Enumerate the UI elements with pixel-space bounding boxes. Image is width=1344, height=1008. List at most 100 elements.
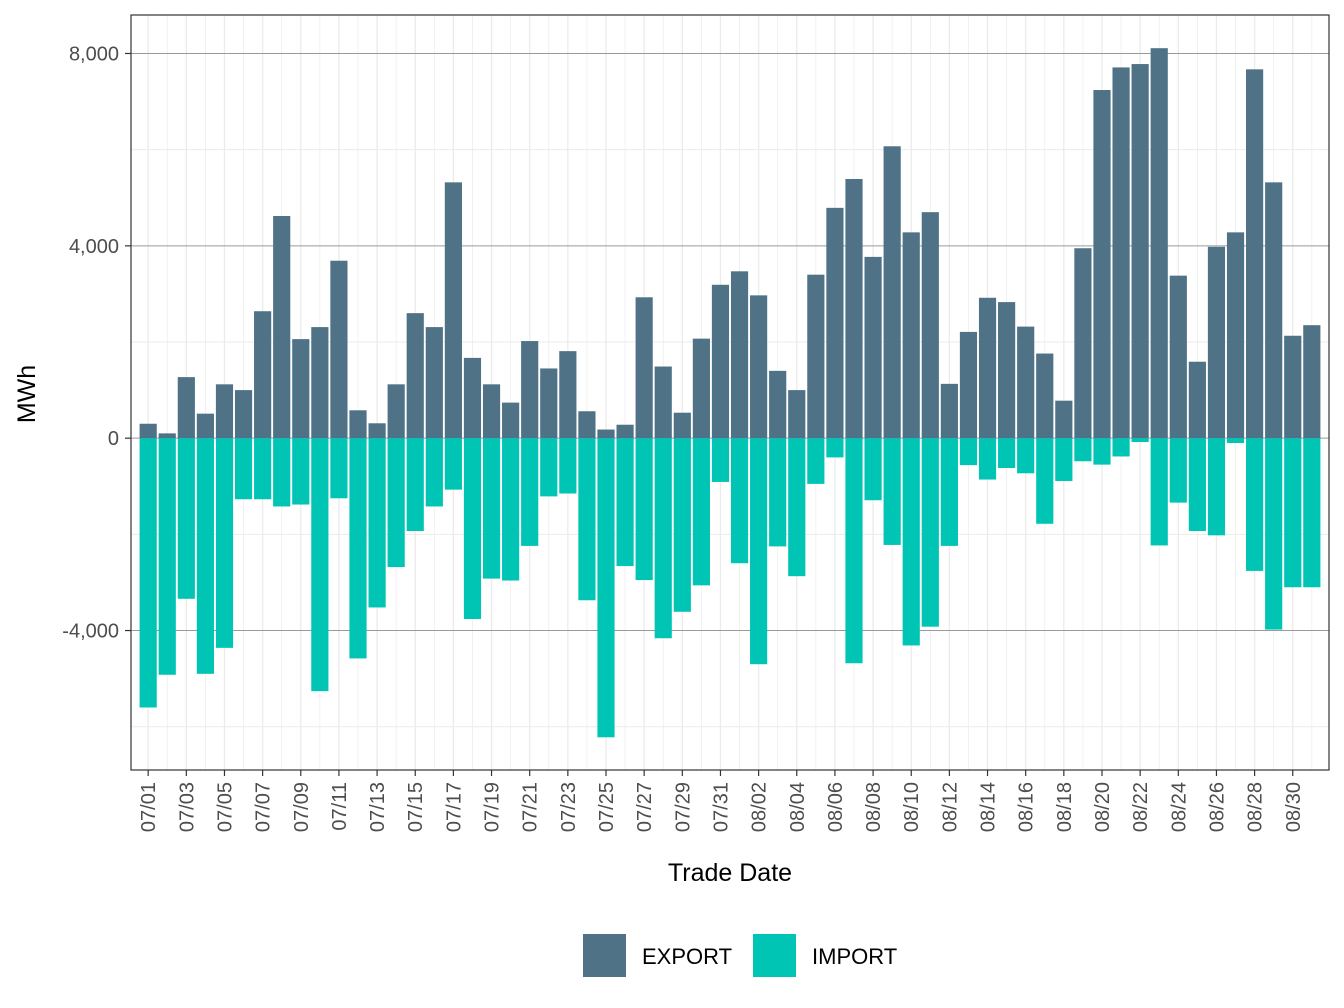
x-axis: 07/01 07/03 07/05 07/07 07/09 07/11 07/13 07/15… <box>138 770 1305 832</box>
bar-export-07-30 <box>692 338 710 439</box>
legend: EXPORT IMPORT <box>583 934 897 977</box>
bar-import-08-18 <box>1055 438 1073 481</box>
bar-export-07-19 <box>482 384 501 439</box>
legend-swatch-export <box>583 934 626 977</box>
bar-import-08-16 <box>1017 438 1035 474</box>
bar-export-08-29 <box>1265 182 1283 439</box>
bar-import-08-08 <box>864 438 882 501</box>
bar-import-08-03 <box>769 438 787 547</box>
bar-import-07-01 <box>139 438 157 708</box>
bar-export-08-20 <box>1093 90 1111 439</box>
x-tick-label: 08/26 <box>1206 782 1228 832</box>
bar-export-07-16 <box>425 327 443 439</box>
bar-import-08-31 <box>1303 438 1321 588</box>
bar-export-07-14 <box>387 384 405 439</box>
bar-export-08-17 <box>1036 353 1054 439</box>
bar-import-07-22 <box>540 438 558 497</box>
bar-import-08-04 <box>788 438 806 577</box>
bar-export-08-14 <box>978 297 997 439</box>
bar-import-07-23 <box>559 438 577 494</box>
bar-export-07-29 <box>673 412 691 439</box>
bar-import-08-09 <box>883 438 901 545</box>
bar-export-08-30 <box>1284 335 1302 439</box>
bar-export-08-02 <box>750 295 768 439</box>
bar-export-07-11 <box>330 260 348 439</box>
bar-export-07-10 <box>311 327 329 439</box>
bar-import-07-21 <box>521 438 539 546</box>
bar-export-07-23 <box>559 351 577 439</box>
bar-export-07-26 <box>616 424 634 439</box>
bar-export-07-04 <box>196 413 214 439</box>
bar-import-08-22 <box>1131 438 1149 443</box>
x-tick-label: 08/30 <box>1283 782 1305 832</box>
bar-export-07-21 <box>521 341 539 439</box>
bar-import-07-26 <box>616 438 634 567</box>
bar-import-07-11 <box>330 438 348 499</box>
y-axis: -4,000 0 4,000 8,000 <box>62 43 131 643</box>
bar-export-08-06 <box>826 207 844 439</box>
bar-import-07-29 <box>673 438 691 612</box>
bar-export-08-09 <box>883 146 901 439</box>
bar-import-07-02 <box>158 438 176 675</box>
bar-import-08-05 <box>807 438 825 484</box>
x-tick-label: 08/22 <box>1130 782 1152 832</box>
bar-export-07-09 <box>292 339 310 439</box>
y-tick-label: 0 <box>108 428 119 450</box>
bar-import-07-18 <box>463 438 482 619</box>
x-tick-label: 08/12 <box>939 782 961 832</box>
bar-import-07-20 <box>502 438 520 581</box>
bar-export-08-22 <box>1131 64 1149 439</box>
bar-import-08-26 <box>1207 438 1226 536</box>
x-tick-label: 07/11 <box>329 782 351 831</box>
bar-import-07-25 <box>597 438 615 738</box>
bar-export-08-23 <box>1150 48 1168 439</box>
x-tick-label: 07/07 <box>253 782 275 832</box>
bar-export-08-12 <box>940 383 958 439</box>
bar-export-08-15 <box>998 302 1016 439</box>
bar-import-07-12 <box>349 438 367 659</box>
bar-import-08-01 <box>730 438 749 564</box>
bar-import-07-05 <box>215 438 234 648</box>
bar-export-08-13 <box>959 331 978 439</box>
x-tick-label: 07/13 <box>367 782 389 832</box>
bar-export-07-08 <box>273 216 291 439</box>
bar-export-08-24 <box>1169 275 1187 439</box>
bar-export-07-13 <box>368 423 386 439</box>
legend-label-export: EXPORT <box>642 944 732 969</box>
plot-border <box>130 14 1330 771</box>
bar-import-08-19 <box>1074 438 1092 462</box>
plot-panel <box>131 15 1329 770</box>
y-tick-label: 4,000 <box>69 236 119 258</box>
bar-import-07-16 <box>425 438 443 507</box>
bar-import-08-12 <box>940 438 958 546</box>
bar-import-08-24 <box>1169 438 1187 503</box>
bar-export-07-25 <box>597 429 615 439</box>
bar-export-07-06 <box>234 390 253 439</box>
bar-export-08-28 <box>1246 69 1264 439</box>
bar-import-08-20 <box>1093 438 1111 465</box>
bar-import-07-30 <box>692 438 710 586</box>
bar-export-08-07 <box>845 178 863 439</box>
x-tick-label: 08/10 <box>901 782 923 832</box>
bar-export-08-05 <box>807 274 825 439</box>
bar-export-07-03 <box>177 377 195 439</box>
x-tick-label: 07/01 <box>138 782 160 832</box>
bar-import-07-07 <box>254 438 272 500</box>
x-tick-label: 07/27 <box>634 782 656 832</box>
bar-export-07-12 <box>349 410 367 439</box>
x-tick-label: 08/06 <box>825 782 847 832</box>
bar-export-08-08 <box>864 256 882 439</box>
x-tick-label: 07/15 <box>405 782 427 832</box>
bar-import-08-15 <box>998 438 1016 468</box>
bar-import-08-14 <box>978 438 997 480</box>
bar-export-07-15 <box>406 313 424 439</box>
bar-import-08-23 <box>1150 438 1168 546</box>
bar-export-07-07 <box>254 311 272 439</box>
bar-export-08-18 <box>1055 400 1073 439</box>
bar-export-07-31 <box>711 284 730 439</box>
bar-export-08-19 <box>1074 248 1092 439</box>
x-tick-label: 08/28 <box>1245 782 1267 832</box>
x-tick-label: 07/09 <box>291 782 313 832</box>
bar-export-08-01 <box>730 271 749 439</box>
